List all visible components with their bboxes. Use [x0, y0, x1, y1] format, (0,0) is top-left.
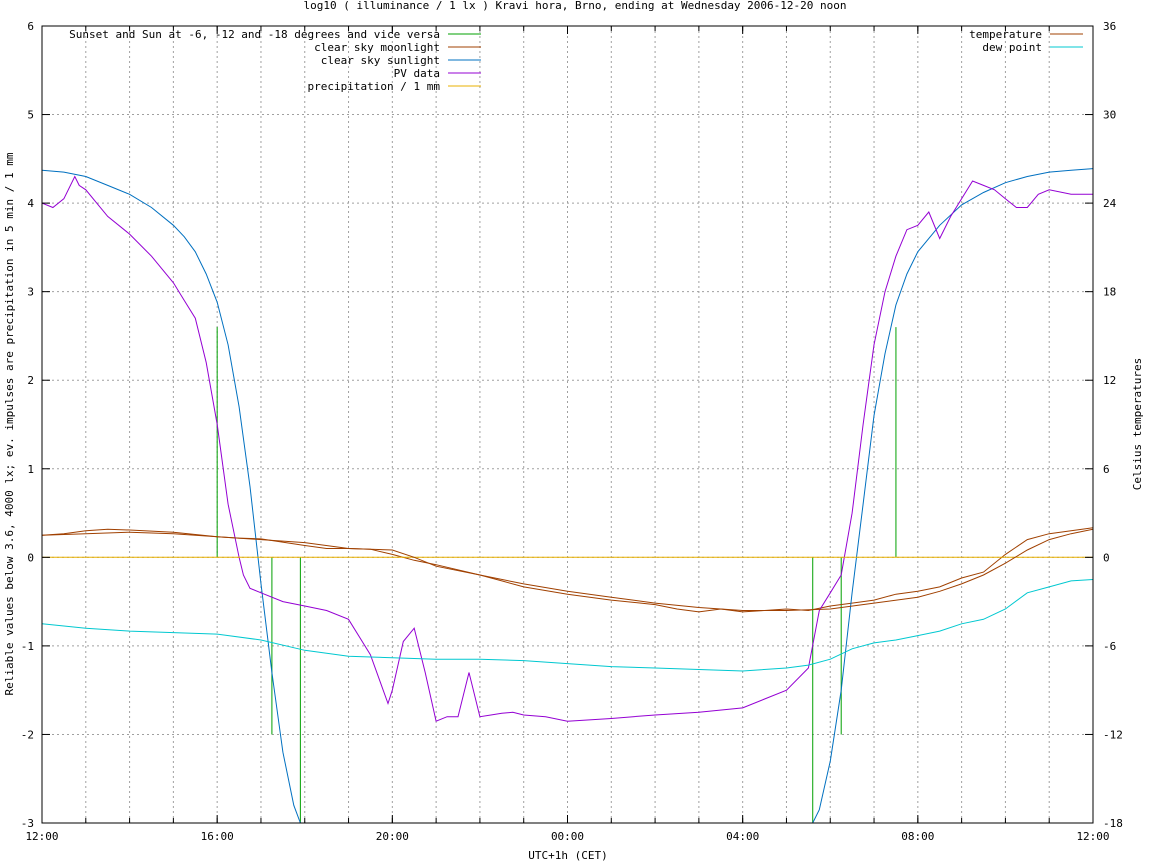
y2-tick-label: 36 [1103, 20, 1116, 33]
x-tick-label: 00:00 [551, 830, 584, 843]
legend-label: clear sky sunlight [321, 54, 440, 67]
legend: Sunset and Sun at -6, -12 and -18 degree… [69, 28, 1083, 93]
legend-label: PV data [394, 67, 440, 80]
x-tick-label: 04:00 [726, 830, 759, 843]
y2-tick-label: -18 [1103, 817, 1123, 830]
y-tick-label: 4 [27, 197, 34, 210]
series-line-dew-point [42, 579, 1093, 672]
y2-tick-label: 6 [1103, 463, 1110, 476]
x-axis-label: UTC+1h (CET) [528, 849, 607, 862]
y-tick-label: -2 [21, 728, 34, 741]
y-tick-label: 6 [27, 20, 34, 33]
x-tick-label: 16:00 [201, 830, 234, 843]
y-tick-label: -3 [21, 817, 34, 830]
y-tick-label: -1 [21, 640, 34, 653]
legend-label: dew point [982, 41, 1042, 54]
y-tick-label: 0 [27, 551, 34, 564]
series-line-temperature [42, 528, 1093, 611]
y2-tick-label: 18 [1103, 286, 1116, 299]
grid [42, 26, 1093, 823]
y2-tick-label: -6 [1103, 640, 1116, 653]
y-axis-label: Reliable values below 3.6, 4000 lx; ev. … [3, 152, 16, 695]
chart-title: log10 ( illuminance / 1 lx ) Kravi hora,… [303, 0, 846, 12]
x-tick-label: 12:00 [25, 830, 58, 843]
series-line-pv-data [42, 175, 1093, 722]
y2-tick-label: 0 [1103, 551, 1110, 564]
y-tick-label: 2 [27, 374, 34, 387]
x-tick-label: 20:00 [376, 830, 409, 843]
legend-label: Sunset and Sun at -6, -12 and -18 degree… [69, 28, 440, 41]
y2-tick-label: -12 [1103, 728, 1123, 741]
y-tick-label: 3 [27, 286, 34, 299]
y2-tick-label: 12 [1103, 374, 1116, 387]
series-line-clear-sky-moonlight [42, 527, 1093, 613]
legend-label: clear sky moonlight [314, 41, 440, 54]
y2-axis-label: Celsius temperatures [1131, 358, 1144, 490]
legend-label: precipitation / 1 mm [308, 80, 441, 93]
legend-label: temperature [969, 28, 1042, 41]
x-tick-label: 12:00 [1076, 830, 1109, 843]
y-tick-label: 1 [27, 463, 34, 476]
axis-ticks: -3 -18 -2 -12 -1 -6 0 0 1 6 2 12 3 18 4 24 5 30 6 36 12:00 16… [21, 20, 1123, 843]
series-line-clear-sky-sunlight [42, 168, 1093, 823]
x-tick-label: 08:00 [901, 830, 934, 843]
y-tick-label: 5 [27, 109, 34, 122]
y2-tick-label: 30 [1103, 109, 1116, 122]
plot-frame [41, 25, 1094, 824]
series-group [42, 168, 1093, 823]
y2-tick-label: 24 [1103, 197, 1117, 210]
